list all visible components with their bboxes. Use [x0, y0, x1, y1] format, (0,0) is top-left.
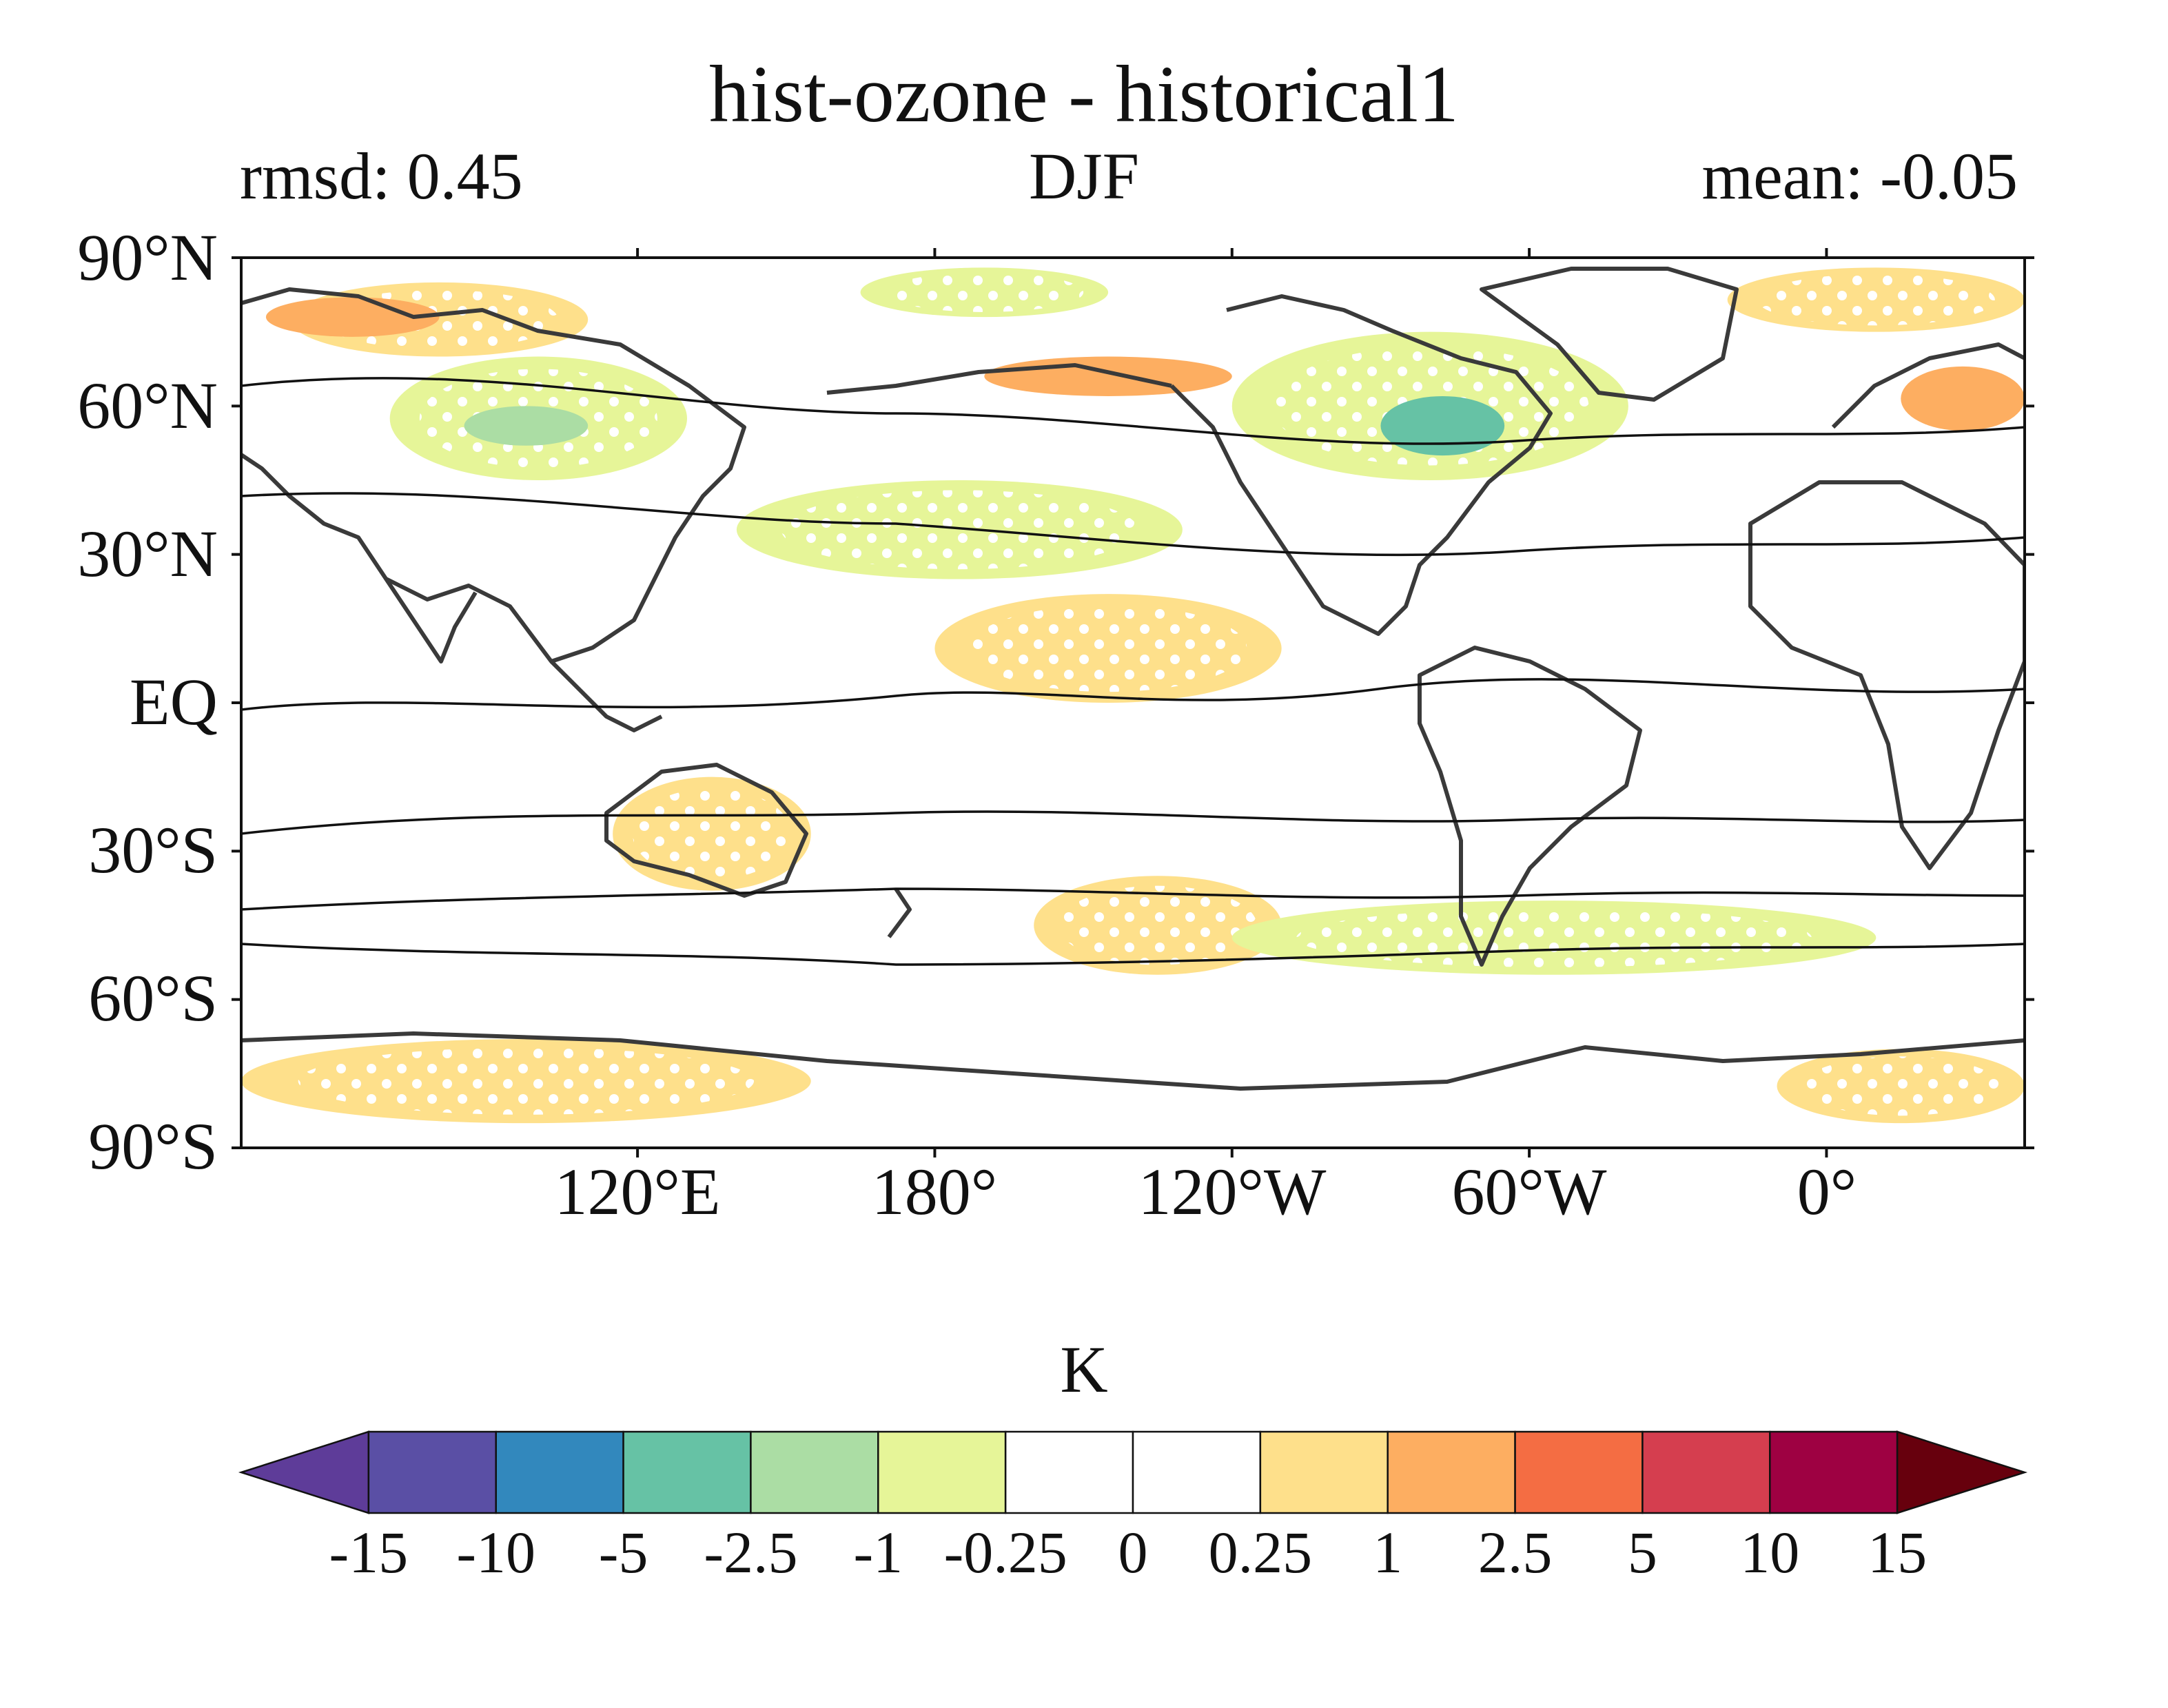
colorbar-segment-7	[1132, 1430, 1262, 1514]
significance-stipple-16	[1801, 1056, 2001, 1116]
colorbar-segment-3	[622, 1430, 752, 1514]
significance-stipple-15	[298, 1047, 755, 1115]
significance-stipple-14	[1296, 907, 1812, 968]
y-label-90n: 90°N	[77, 220, 218, 294]
significance-stipple-10	[1757, 274, 1995, 326]
x-label-0: 0°	[1797, 1155, 1857, 1228]
alaska-coastline	[826, 363, 1172, 395]
colorbar-label: 5	[1627, 1519, 1657, 1585]
north-america-coastline	[1169, 294, 1553, 636]
colorbar-segment-12	[1769, 1430, 1899, 1514]
colorbar-segment-4	[750, 1430, 879, 1514]
colorbar-segment-9	[1387, 1430, 1516, 1514]
eurasia-coastline	[241, 287, 746, 663]
greenland-coastline	[1480, 267, 1739, 402]
x-label-180: 180°	[871, 1155, 998, 1228]
colorbar-segment-1	[367, 1430, 497, 1514]
y-label-30n: 30°N	[77, 517, 218, 590]
anomaly-region-11	[1901, 366, 2025, 431]
x-label-120w: 120°W	[1138, 1155, 1327, 1228]
colorbar-label: -0.25	[943, 1519, 1067, 1585]
y-label-90s: 90°S	[88, 1109, 218, 1183]
colorbar-label: -15	[329, 1519, 409, 1585]
y-label-60n: 60°N	[77, 369, 218, 442]
colorbar-label: -5	[598, 1519, 648, 1585]
colorbar-segment-6	[1004, 1430, 1134, 1514]
colorbar-label: 1	[1373, 1519, 1403, 1585]
significance-stipple-4	[885, 272, 1084, 312]
se-asia-coastline	[549, 659, 663, 732]
rmsd-stat: rmsd: 0.45	[240, 139, 523, 213]
y-label-30s: 30°S	[88, 813, 218, 887]
x-label-120e: 120°E	[554, 1155, 721, 1228]
colorbar-segment-5	[877, 1430, 1007, 1514]
colorbar-label: -2.5	[704, 1519, 798, 1585]
significance-stipple-13	[1059, 885, 1257, 965]
significance-stipple-7	[969, 604, 1247, 692]
mean-state-contours	[241, 377, 2025, 966]
colorbar-label: 10	[1740, 1519, 1800, 1585]
land-outlines	[241, 267, 2025, 1091]
colorbar-segment-0	[238, 1430, 370, 1514]
africa-coastline	[1748, 480, 2025, 870]
colorbar	[238, 1430, 2028, 1514]
anomaly-field	[241, 267, 2025, 1124]
australia-coastline	[604, 763, 808, 898]
y-label-eq: EQ	[130, 665, 218, 739]
colorbar-label: 15	[1868, 1519, 1927, 1585]
anomaly-region-1	[265, 297, 440, 337]
antarctica-coastline	[241, 1031, 2025, 1091]
season-label: DJF	[1028, 139, 1140, 213]
plot-title: hist-ozone - historical1	[709, 49, 1459, 139]
significance-stipple-6	[781, 490, 1138, 570]
anomaly-region-9	[1380, 395, 1505, 456]
colorbar-segment-8	[1259, 1430, 1389, 1514]
x-label-60w: 60°W	[1451, 1155, 1607, 1228]
europe-coastline	[1831, 342, 2025, 429]
colorbar-label: 0.25	[1208, 1519, 1313, 1585]
colorbar-segment-10	[1514, 1430, 1644, 1514]
colorbar-unit: K	[1060, 1333, 1108, 1406]
significance-stipple-12	[632, 788, 791, 880]
colorbar-segment-2	[495, 1430, 624, 1514]
colorbar-label: -10	[456, 1519, 536, 1585]
anomaly-region-5	[984, 356, 1232, 396]
axis-ticks	[232, 248, 2034, 1157]
colorbar-label: -1	[853, 1519, 903, 1585]
colorbar-segment-11	[1642, 1430, 1771, 1514]
colorbar-label: 0	[1118, 1519, 1148, 1585]
y-label-60s: 60°S	[88, 961, 218, 1035]
colorbar-label: 2.5	[1477, 1519, 1553, 1585]
south-america-coastline	[1418, 646, 1642, 967]
india-coastline	[384, 577, 478, 663]
mean-stat: mean: -0.05	[1701, 139, 2018, 213]
new-zealand-coastline	[887, 887, 912, 938]
anomaly-region-3	[464, 406, 589, 446]
colorbar-segment-13	[1896, 1430, 2028, 1514]
